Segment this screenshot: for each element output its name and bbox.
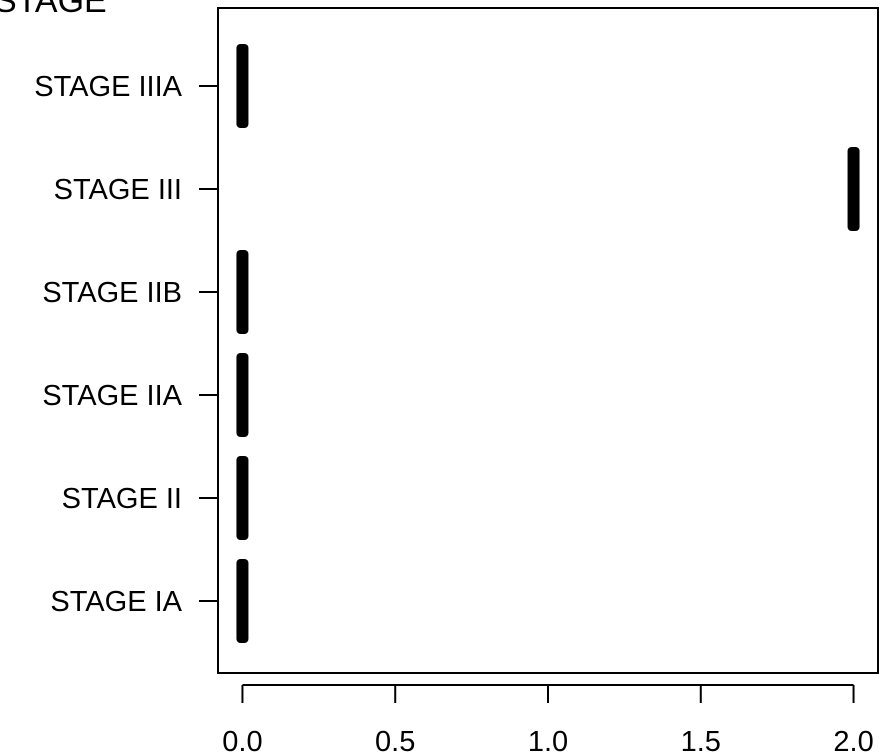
category-label: STAGE III — [54, 174, 182, 206]
data-mark — [847, 147, 860, 231]
data-mark — [236, 559, 249, 643]
x-axis: 0.0 0.5 1.0 1.5 2.0 — [222, 684, 874, 753]
data-marks — [236, 44, 860, 643]
x-tick-label: 1.0 — [528, 726, 568, 753]
data-mark — [236, 44, 249, 128]
x-tick-label: 0.5 — [375, 726, 415, 753]
category-label: STAGE IA — [50, 586, 182, 618]
category-label: STAGE II — [62, 483, 182, 515]
x-tick-label: 1.5 — [681, 726, 721, 753]
x-tick-label: 0.0 — [222, 726, 262, 753]
data-mark — [236, 250, 249, 334]
category-label: STAGE IIIA — [34, 71, 182, 103]
data-mark — [236, 353, 249, 437]
category-axis: STAGE IA STAGE II STAGE IIA STAGE IIB STAGE … — [34, 71, 218, 618]
data-mark — [236, 456, 249, 540]
chart-title: STAGE — [0, 0, 107, 20]
category-label: STAGE IIA — [42, 380, 182, 412]
category-label: STAGE IIB — [42, 277, 182, 309]
plot-frame — [217, 7, 879, 674]
x-tick-label: 2.0 — [833, 726, 873, 753]
